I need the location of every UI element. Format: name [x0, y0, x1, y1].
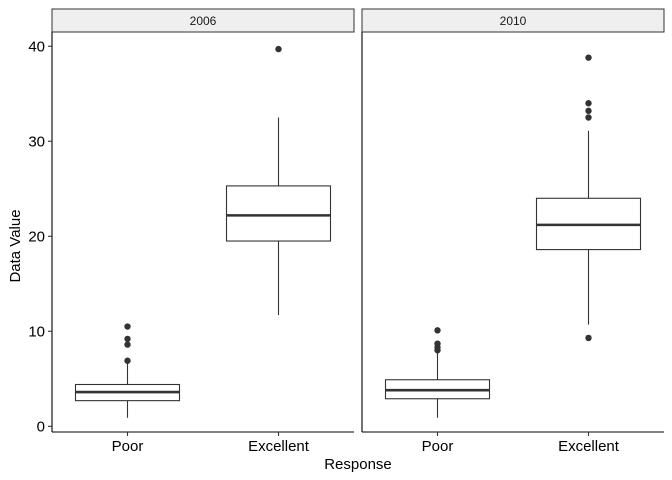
outlier-point — [124, 335, 131, 343]
facet-panel-2006: 2006 Poor Excellent — [51, 8, 355, 455]
outlier-point — [585, 100, 592, 107]
box-iqr — [225, 185, 332, 242]
outlier-point — [585, 334, 592, 342]
x-tick-label: Poor — [422, 438, 454, 455]
facet-strip — [51, 8, 355, 33]
outlier-point — [585, 107, 592, 115]
y-tick-label: 20 — [28, 228, 45, 245]
x-tick-label: Poor — [112, 438, 144, 455]
x-axis-title: Response — [324, 456, 392, 473]
facet-strip-label: 2006 — [190, 14, 217, 28]
y-tick-label: 0 — [37, 418, 45, 435]
x-tick-label: Excellent — [558, 438, 620, 455]
outlier-point — [585, 114, 592, 121]
box-excellent — [535, 54, 642, 342]
outlier-point — [585, 54, 592, 61]
facet-strip-label: 2010 — [500, 14, 527, 28]
outlier-point — [434, 327, 441, 334]
y-axis-title: Data Value — [7, 209, 24, 282]
outlier-point — [434, 340, 441, 347]
chart-panels: 2006 Poor Excellent 2010 Poor Excellent — [51, 8, 665, 455]
facet-panel-2010: 2010 Poor Excellent — [361, 8, 665, 455]
outlier-point — [124, 357, 131, 364]
y-axis: 0 10 20 30 40 — [28, 38, 52, 435]
y-tick-label: 40 — [28, 38, 45, 55]
y-tick-label: 10 — [28, 323, 45, 340]
box-poor — [74, 323, 181, 418]
outlier-point — [124, 323, 131, 330]
facet-strip — [361, 8, 665, 33]
y-tick-label: 30 — [28, 133, 45, 150]
outlier-point — [275, 45, 282, 53]
box-excellent — [225, 45, 332, 316]
x-tick-label: Excellent — [248, 438, 310, 455]
outlier-point — [124, 341, 131, 348]
box-poor — [384, 327, 491, 418]
